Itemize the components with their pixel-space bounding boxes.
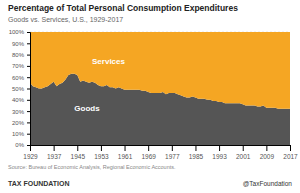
y-tick-mark <box>27 134 30 135</box>
y-tick: 50% <box>12 86 30 92</box>
x-tick: 1937 <box>47 145 62 160</box>
y-tick: 10% <box>12 131 30 137</box>
y-tick-mark <box>27 100 30 101</box>
chart: Percentage of Total Personal Consumption… <box>0 0 300 193</box>
area <box>30 32 290 109</box>
x-tick: 1993 <box>212 145 227 160</box>
x-tick-mark <box>101 145 102 151</box>
y-axis: 0% 10% 20% 30% 40% 50% 60% 70% 80% 90% 100% <box>9 29 31 148</box>
x-tick-label: 1929 <box>23 153 38 160</box>
y-tick: 60% <box>12 75 30 81</box>
x-tick-mark <box>148 145 149 151</box>
y-tick-mark <box>27 32 30 33</box>
footer-left: TAX FOUNDATION <box>8 180 70 187</box>
y-tick: 90% <box>12 41 30 47</box>
y-tick-label: 60% <box>12 75 25 81</box>
x-tick-label: 1937 <box>47 153 62 160</box>
y-tick-label: 20% <box>12 120 25 126</box>
x-tick-mark <box>219 145 220 151</box>
y-tick: 20% <box>12 120 30 126</box>
x-tick-mark <box>77 145 78 151</box>
y-tick-mark <box>27 77 30 78</box>
x-tick: 2001 <box>236 145 251 160</box>
annotations: Services Goods <box>74 57 125 113</box>
x-tick: 1961 <box>118 145 133 160</box>
y-tick-label: 100% <box>9 29 25 35</box>
annotation: Services <box>92 57 125 66</box>
y-tick: 100% <box>9 29 30 35</box>
x-tick-mark <box>243 145 244 151</box>
x-tick-label: 2001 <box>236 153 251 160</box>
x-tick: 1953 <box>94 145 109 160</box>
x-tick-label: 1993 <box>212 153 227 160</box>
x-tick: 1985 <box>189 145 204 160</box>
y-tick-mark <box>27 66 30 67</box>
x-tick: 1929 <box>23 145 38 160</box>
y-tick-mark <box>27 111 30 112</box>
y-tick-mark <box>27 43 30 44</box>
x-axis: 1929 1937 1945 1953 1961 1969 1977 1985 1993 2001… <box>23 145 298 160</box>
x-tick-label: 1985 <box>189 153 204 160</box>
title: Percentage of Total Personal Consumption… <box>8 3 238 13</box>
x-tick-mark <box>54 145 55 151</box>
x-tick-mark <box>195 145 196 151</box>
y-tick-mark <box>27 55 30 56</box>
y-tick-label: 10% <box>12 131 25 137</box>
x-tick-mark <box>172 145 173 151</box>
x-tick-label: 1969 <box>141 153 156 160</box>
x-tick-label: 1953 <box>94 153 109 160</box>
y-tick: 70% <box>12 63 30 69</box>
x-tick-label: 1945 <box>71 153 86 160</box>
y-tick-mark <box>27 145 30 146</box>
x-tick-mark <box>290 145 291 151</box>
x-tick: 2009 <box>260 145 275 160</box>
y-tick: 30% <box>12 109 30 115</box>
y-tick-label: 70% <box>12 63 25 69</box>
y-tick-mark <box>27 122 30 123</box>
y-tick: 0% <box>15 142 30 148</box>
x-tick: 1969 <box>141 145 156 160</box>
footer-right: @TaxFoundation <box>243 180 293 187</box>
y-tick-label: 80% <box>12 52 25 58</box>
subtitle: Goods vs. Services, U.S., 1929-2017 <box>8 16 123 23</box>
y-tick: 40% <box>12 97 30 103</box>
x-tick-label: 1977 <box>165 153 180 160</box>
y-tick-mark <box>27 89 30 90</box>
annotation: Goods <box>74 104 100 113</box>
grid <box>30 32 290 145</box>
plot: 1929 1937 1945 1953 1961 1969 1977 1985 1993 2001… <box>9 29 298 159</box>
x-tick-mark <box>125 145 126 151</box>
y-tick-label: 50% <box>12 86 25 92</box>
x-tick-label: 1961 <box>118 153 133 160</box>
x-tick-label: 2009 <box>260 153 275 160</box>
y-tick-label: 90% <box>12 41 25 47</box>
y-axis-line <box>27 33 31 146</box>
source: Source: Bureau of Economic Analysis, Reg… <box>8 164 176 170</box>
x-tick: 1977 <box>165 145 180 160</box>
x-axis-line <box>31 145 291 146</box>
y-tick-label: 40% <box>12 97 25 103</box>
areas <box>30 32 290 145</box>
x-tick-mark <box>266 145 267 151</box>
y-tick: 80% <box>12 52 30 58</box>
y-tick-label: 30% <box>12 109 25 115</box>
y-tick-label: 0% <box>15 142 24 148</box>
x-tick-label: 2017 <box>283 153 298 160</box>
x-tick: 1945 <box>71 145 86 160</box>
x-tick: 2017 <box>283 145 298 160</box>
